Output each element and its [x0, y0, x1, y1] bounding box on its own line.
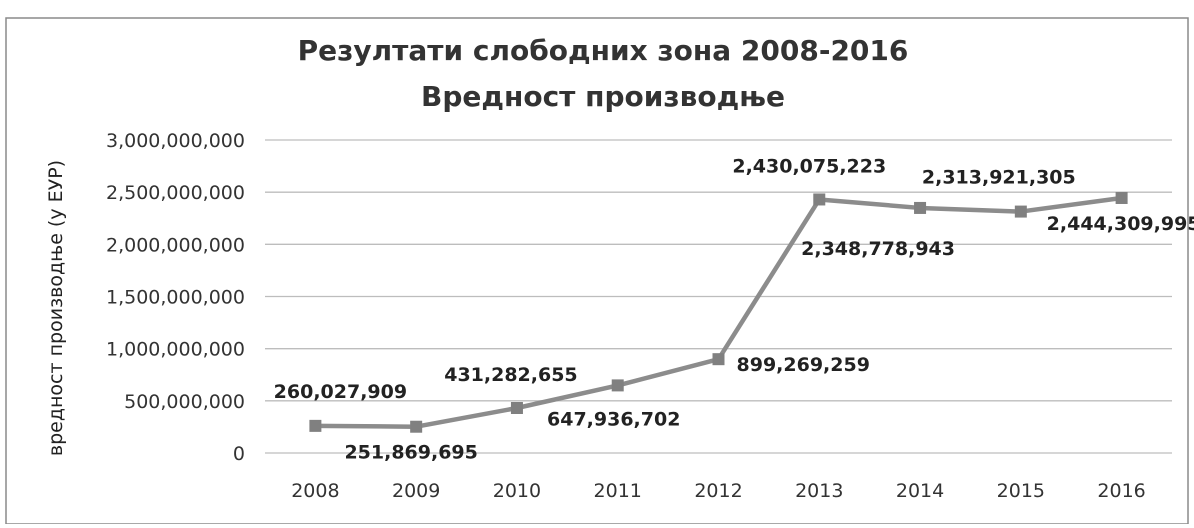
data-point-marker — [1115, 191, 1128, 204]
x-tick-label: 2009 — [392, 480, 440, 502]
chart-title: Резултати слободних зона 2008-2016 — [298, 34, 909, 67]
y-tick-label: 0 — [233, 443, 245, 465]
y-tick-label: 3,000,000,000 — [106, 130, 245, 152]
data-label: 2,313,921,305 — [922, 167, 1076, 189]
x-tick-label: 2011 — [594, 480, 642, 502]
data-point-marker — [712, 353, 725, 366]
y-tick-label: 2,000,000,000 — [106, 234, 245, 256]
data-label: 251,869,695 — [344, 442, 477, 464]
y-tick-label: 2,500,000,000 — [106, 182, 245, 204]
data-point-marker — [914, 201, 927, 214]
y-axis-ticks: 0 500,000,000 1,000,000,000 1,500,000,000 2,… — [106, 130, 245, 465]
x-tick-label: 2014 — [896, 480, 944, 502]
data-point-marker — [813, 193, 826, 206]
x-tick-label: 2013 — [795, 480, 843, 502]
y-tick-label: 500,000,000 — [124, 391, 245, 413]
data-point-marker — [1014, 205, 1027, 218]
chart-frame — [5, 17, 1189, 525]
data-point-marker — [410, 420, 423, 433]
x-tick-label: 2012 — [694, 480, 742, 502]
x-axis-ticks: 2008 2009 2010 2011 2012 2013 2014 2015 2016 — [291, 480, 1146, 502]
x-tick-label: 2010 — [493, 480, 541, 502]
data-point-marker — [309, 419, 322, 432]
data-label: 2,430,075,223 — [732, 155, 886, 177]
data-label: 2,444,309,995 — [1047, 213, 1194, 235]
grid-lines — [265, 139, 1172, 454]
series-markers — [309, 191, 1128, 433]
chart-subtitle: Вредност производње — [421, 80, 785, 113]
data-labels: 260,027,909 251,869,695 431,282,655 647,936… — [274, 155, 1194, 463]
data-label: 260,027,909 — [274, 381, 407, 403]
data-label: 431,282,655 — [444, 364, 577, 386]
data-label: 2,348,778,943 — [801, 238, 955, 260]
y-tick-label: 1,000,000,000 — [106, 339, 245, 361]
x-tick-label: 2016 — [1097, 480, 1145, 502]
y-tick-label: 1,500,000,000 — [106, 287, 245, 309]
data-label: 647,936,702 — [547, 408, 680, 430]
data-point-marker — [611, 379, 624, 392]
y-axis-label: вредност производње (у ЕУР) — [45, 160, 67, 456]
x-tick-label: 2015 — [997, 480, 1045, 502]
data-point-marker — [510, 402, 523, 415]
x-tick-label: 2008 — [291, 480, 339, 502]
data-label: 899,269,259 — [737, 354, 870, 376]
